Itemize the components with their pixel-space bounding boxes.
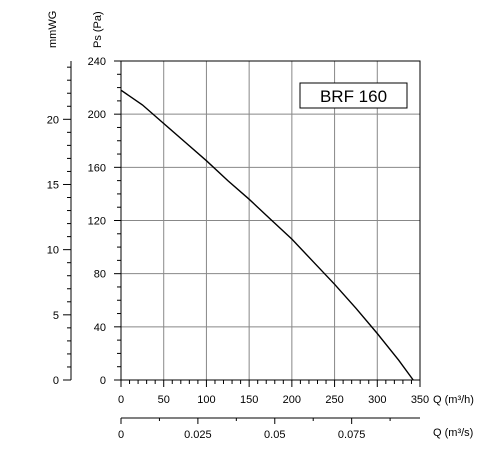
- chart-title-box: BRF 160: [299, 82, 408, 109]
- y-pa-tick-label: 80: [94, 269, 106, 281]
- y-mmwg-tick-label: 10: [47, 245, 59, 257]
- y-pa-tick-label: 120: [88, 216, 106, 228]
- x-m3h-tick-label: 350: [411, 394, 429, 406]
- y-mmwg-tick-label: 15: [47, 179, 59, 191]
- y-pa-tick-label: 200: [88, 109, 106, 121]
- chart-title-frame: [299, 82, 408, 109]
- y-axis-pa: 0 40 80 120 160 200 240: [88, 56, 121, 387]
- x-m3h-tick-label: 150: [240, 394, 258, 406]
- x-m3h-tick-label: 250: [325, 394, 343, 406]
- y-axis-pa-label: Ps (Pa): [92, 11, 104, 48]
- x-m3h-tick-label: 200: [283, 394, 301, 406]
- x-m3h-tick-label: 50: [158, 394, 170, 406]
- y-mmwg-tick-label: 0: [53, 375, 59, 387]
- series-line: [120, 89, 414, 381]
- x-m3s-tick-label: 0: [118, 429, 124, 441]
- curve-layer: [120, 89, 414, 381]
- y-axis-mmwg: 0 5 10 15 20: [47, 61, 72, 387]
- x-m3s-tick-label: 0.05: [264, 429, 285, 441]
- x-m3s-tick-label: 0.025: [184, 429, 212, 441]
- chart-title: BRF 160: [320, 87, 387, 106]
- x-axis-m3s-label: Q (m³/s): [433, 427, 473, 439]
- x-m3h-tick-label: 300: [368, 394, 386, 406]
- x-m3s-tick-label: 0.075: [338, 429, 366, 441]
- y-pa-tick-label: 240: [88, 56, 106, 68]
- y-pa-tick-label: 160: [88, 162, 106, 174]
- y-pa-tick-label: 40: [94, 322, 106, 334]
- x-axis-m3s: 0 0.025 0.05 0.075: [118, 417, 420, 441]
- y-mmwg-tick-label: 20: [47, 114, 59, 126]
- x-axis-m3h-label: Q (m³/h): [433, 394, 474, 406]
- x-axis-m3h: 0 50 100 150 200 250 300 350: [118, 380, 429, 406]
- y-axis-mmwg-label: mmWG: [47, 11, 59, 48]
- y-pa-tick-label: 0: [100, 375, 106, 387]
- x-m3h-tick-label: 0: [118, 394, 124, 406]
- x-m3h-tick-label: 100: [197, 394, 215, 406]
- grid: [121, 61, 420, 380]
- y-mmwg-tick-label: 5: [53, 310, 59, 322]
